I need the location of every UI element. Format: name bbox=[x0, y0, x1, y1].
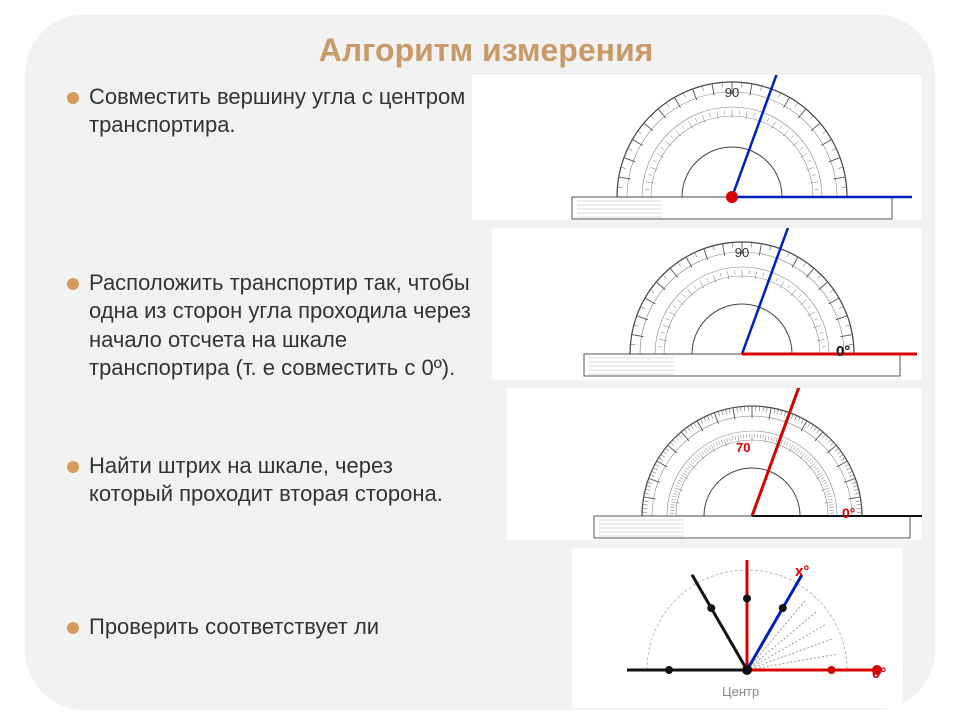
svg-text:0°: 0° bbox=[842, 505, 855, 521]
step-text: Расположить транспортир так, чтобы одна … bbox=[89, 269, 472, 382]
svg-text:0°: 0° bbox=[836, 343, 850, 360]
slide-card: Алгоритм измерения Совместить вершину уг… bbox=[25, 14, 935, 710]
step-item: Совместить вершину угла с центром трансп… bbox=[67, 83, 472, 139]
protractor-diagram: 0° 70 bbox=[507, 388, 922, 540]
step-text: Проверить соответствует ли bbox=[89, 613, 472, 641]
steps-column: Совместить вершину угла с центром трансп… bbox=[67, 83, 472, 693]
protractor-diagram: 90 bbox=[472, 75, 922, 220]
protractor-diagram: x° 0° Центр bbox=[572, 548, 902, 708]
step-text: Совместить вершину угла с центром трансп… bbox=[89, 83, 472, 139]
svg-text:90: 90 bbox=[724, 85, 738, 100]
svg-text:0°: 0° bbox=[872, 665, 886, 682]
bullet-icon bbox=[67, 92, 79, 104]
step-item: Проверить соответствует ли bbox=[67, 613, 472, 641]
step-text: Найти штрих на шкале, через который прох… bbox=[89, 452, 472, 508]
step-item: Расположить транспортир так, чтобы одна … bbox=[67, 269, 472, 382]
svg-text:90: 90 bbox=[734, 245, 748, 260]
svg-text:70: 70 bbox=[736, 440, 750, 455]
bullet-icon bbox=[67, 622, 79, 634]
bullet-icon bbox=[67, 278, 79, 290]
svg-text:Центр: Центр bbox=[722, 684, 759, 699]
content-row: Совместить вершину угла с центром трансп… bbox=[67, 83, 905, 693]
step-item: Найти штрих на шкале, через который прох… bbox=[67, 452, 472, 508]
diagrams-column: 90900°0°70x°0°Центр bbox=[472, 83, 905, 693]
protractor-diagram: 90 0° bbox=[492, 228, 922, 380]
svg-text:x°: x° bbox=[795, 563, 809, 580]
slide-title: Алгоритм измерения bbox=[67, 32, 905, 69]
bullet-icon bbox=[67, 461, 79, 473]
